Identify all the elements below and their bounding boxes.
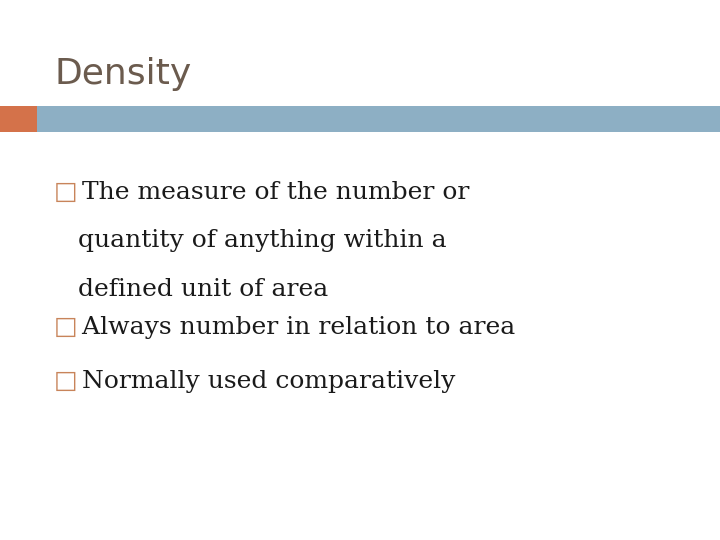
- Text: Always number in relation to area: Always number in relation to area: [74, 316, 516, 339]
- Bar: [0, 106, 37, 132]
- Bar: [37, 106, 720, 132]
- Text: □: □: [54, 316, 78, 339]
- Text: Density: Density: [54, 57, 192, 91]
- Text: quantity of anything within a: quantity of anything within a: [54, 230, 446, 253]
- Text: □: □: [54, 181, 78, 204]
- Text: □: □: [54, 370, 78, 393]
- Text: The measure of the number or: The measure of the number or: [74, 181, 469, 204]
- Text: defined unit of area: defined unit of area: [54, 278, 328, 301]
- Text: Normally used comparatively: Normally used comparatively: [74, 370, 456, 393]
